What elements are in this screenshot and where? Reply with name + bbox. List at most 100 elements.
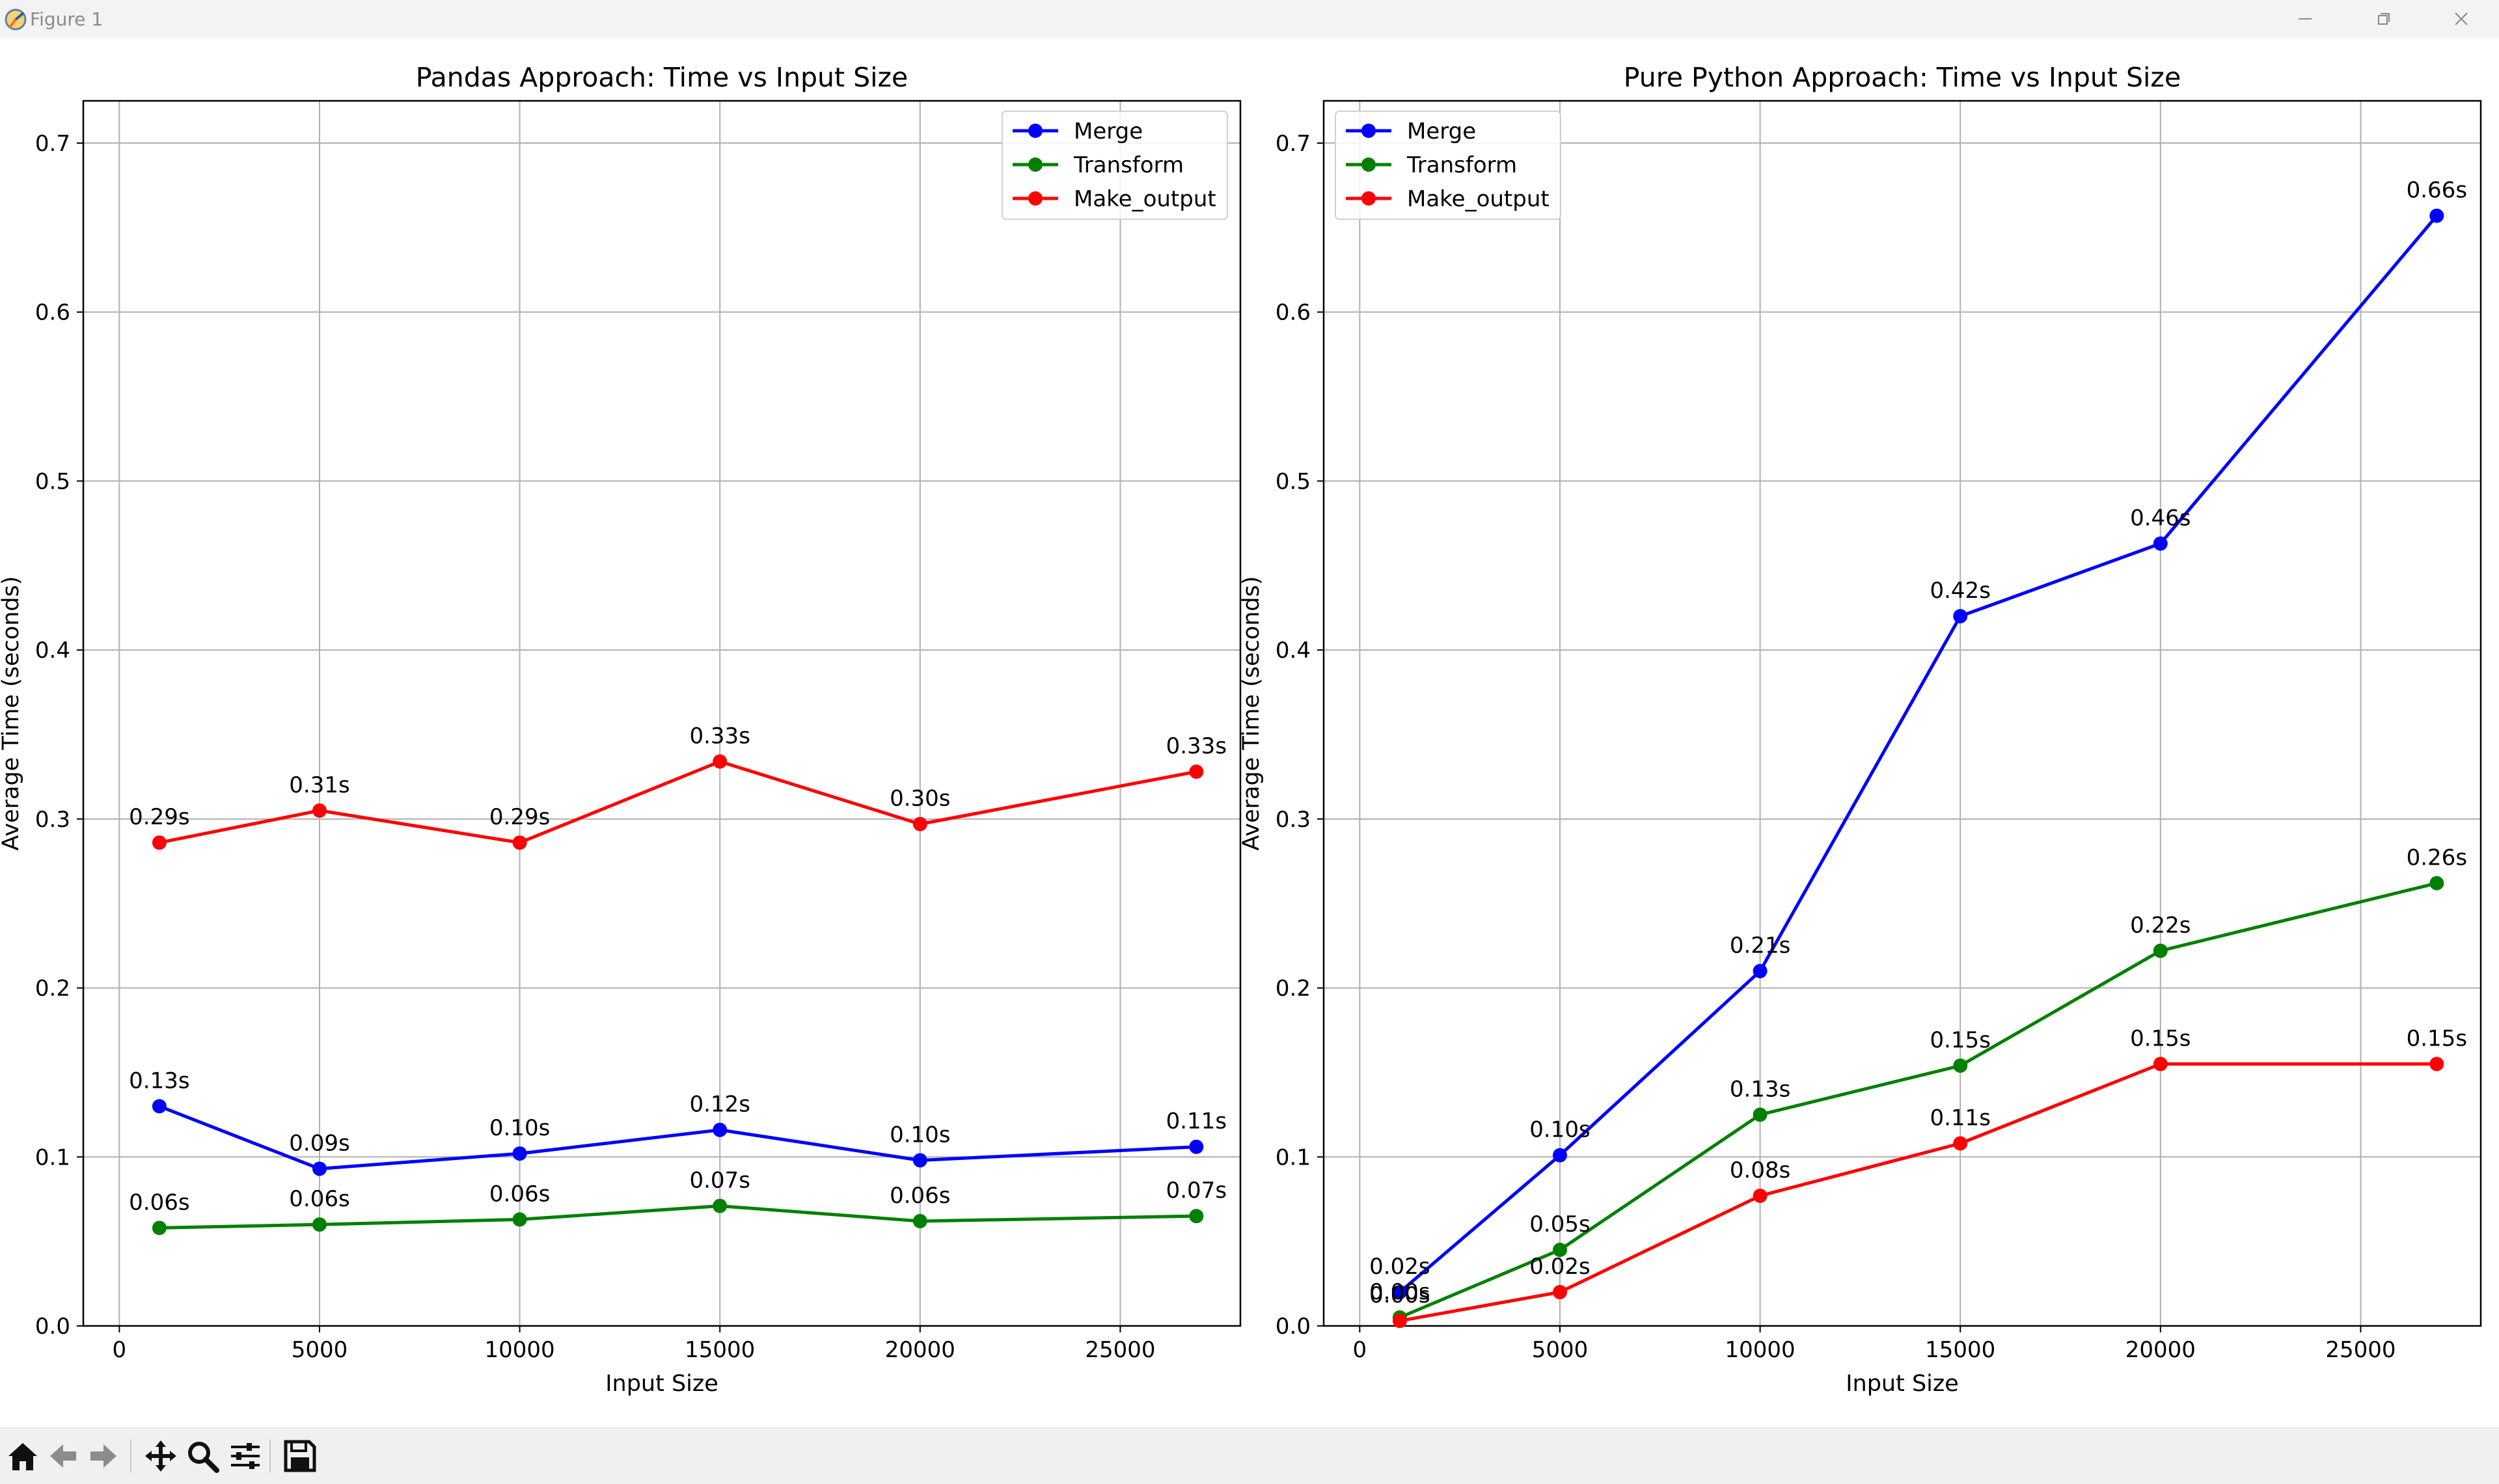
chart2-data-point-make-output (2429, 1057, 2444, 1072)
home-button[interactable] (3, 1436, 43, 1476)
chart1-data-label-merge: 0.11s (1166, 1109, 1227, 1135)
chart1-x-tick-label: 0 (113, 1337, 127, 1363)
chart1-data-point-transform (312, 1217, 327, 1232)
chart1-data-point-make-output (152, 835, 167, 850)
chart1-x-tick-label: 10000 (485, 1337, 555, 1363)
chart1-data-label-merge: 0.13s (129, 1068, 189, 1094)
chart2-data-point-make-output (1392, 1314, 1407, 1329)
chart1-data-label-make-output: 0.29s (489, 804, 550, 830)
navigation-toolbar (0, 1427, 2499, 1484)
chart1-data-point-merge (713, 1122, 728, 1137)
chart2-y-axis-label: Average Time (seconds) (1238, 576, 1264, 851)
chart2-legend-label-merge: Merge (1407, 118, 1476, 144)
chart1-y-tick-label: 0.1 (35, 1144, 70, 1170)
chart2-x-tick-label: 10000 (1725, 1337, 1796, 1363)
chart2-y-tick-label: 0.6 (1276, 300, 1311, 326)
close-button[interactable] (2422, 0, 2499, 38)
chart2-x-tick-label: 25000 (2325, 1337, 2396, 1363)
matplotlib-icon (5, 8, 27, 31)
chart1-axes-frame (82, 100, 1242, 1327)
chart2-data-point-merge (1753, 964, 1768, 978)
chart1-data-label-transform: 0.06s (489, 1181, 550, 1207)
zoom-button[interactable] (182, 1436, 223, 1476)
chart1-y-axis-label: Average Time (seconds) (0, 576, 24, 851)
chart1-data-label-transform: 0.07s (1166, 1178, 1227, 1204)
chart1-data-point-transform (1189, 1209, 1204, 1224)
figure-canvas (0, 38, 2499, 1427)
chart2-x-tick-label: 0 (1353, 1337, 1367, 1363)
chart2-y-tick-label: 0.5 (1276, 468, 1311, 494)
minimize-icon (2299, 18, 2312, 20)
chart1-data-label-transform: 0.07s (689, 1168, 750, 1194)
chart2-legend-box (1335, 111, 1561, 220)
chart1-data-point-merge (912, 1153, 927, 1168)
chart1-data-label-make-output: 0.29s (129, 804, 189, 830)
chart2-title: Pure Python Approach: Time vs Input Size (1624, 62, 2181, 93)
chart1-data-label-make-output: 0.31s (289, 772, 349, 798)
chart1-data-point-make-output (912, 816, 927, 831)
chart2-data-label-transform: 0.05s (1529, 1211, 1590, 1237)
chart1-data-point-transform (713, 1198, 728, 1213)
chart2-data-point-transform (2153, 943, 2168, 958)
chart1-legend-marker-make-output (1028, 191, 1043, 206)
chart1-x-tick-label: 25000 (1085, 1337, 1155, 1363)
pan-icon (145, 1440, 176, 1472)
chart1-data-point-merge (312, 1161, 327, 1176)
chart2-y-tick-label: 0.3 (1276, 807, 1311, 833)
chart1-y-tick-label: 0.4 (35, 638, 70, 664)
chart2-data-label-transform: 0.00s (1369, 1279, 1430, 1305)
chart2-data-label-make-output: 0.15s (2407, 1025, 2467, 1051)
chart2-x-tick-label: 15000 (1925, 1337, 1995, 1363)
chart1-legend-marker-transform (1028, 157, 1043, 172)
chart2-data-point-make-output (1953, 1136, 1968, 1151)
chart2-axes-frame (1322, 100, 2482, 1327)
chart1-y-tick-label: 0.7 (35, 131, 70, 157)
chart1-legend-label-transform: Transform (1073, 152, 1184, 178)
back-button[interactable] (43, 1436, 83, 1476)
chart1-data-point-make-output (312, 803, 327, 818)
window-titlebar: Figure 1 (0, 0, 2499, 38)
chart2-data-point-merge (2429, 208, 2444, 223)
forward-button[interactable] (83, 1436, 124, 1476)
chart2-data-label-transform: 0.15s (1930, 1027, 1990, 1053)
maximize-button[interactable] (2344, 0, 2422, 38)
chart-figure[interactable]: 0 5000 10000 15000 20000 25000 0.0 0.1 0.2 0.3 0.4… (0, 38, 2499, 1427)
window-title: Figure 1 (30, 8, 103, 30)
chart1-title: Pandas Approach: Time vs Input Size (416, 62, 908, 93)
chart2-data-label-transform: 0.13s (1730, 1076, 1790, 1102)
chart2-data-point-make-output (2153, 1057, 2168, 1072)
chart1-y-tick-label: 0.3 (35, 807, 70, 833)
chart1-data-label-merge: 0.09s (289, 1130, 349, 1156)
toolbar-separator (130, 1440, 131, 1472)
chart1-data-label-make-output: 0.33s (1166, 733, 1227, 759)
chart2-data-label-merge: 0.46s (2130, 505, 2191, 531)
chart2-legend-label-make-output: Make_output (1407, 186, 1550, 212)
chart1-legend-box (1002, 111, 1228, 220)
minimize-button[interactable] (2266, 0, 2344, 38)
chart1-data-label-make-output: 0.33s (689, 723, 750, 749)
chart2-data-point-merge (2153, 536, 2168, 551)
chart2-data-label-merge: 0.66s (2407, 178, 2467, 204)
chart2-data-label-merge: 0.10s (1529, 1117, 1590, 1143)
chart2-data-label-merge: 0.02s (1369, 1254, 1430, 1280)
chart1-data-point-transform (912, 1213, 927, 1228)
chart2-legend-marker-make-output (1361, 191, 1376, 206)
chart2-series-line-merge (1399, 215, 2438, 1293)
chart1-series-line-merge (158, 1105, 1197, 1170)
chart1-x-tick-label: 15000 (685, 1337, 755, 1363)
chart1-y-tick-label: 0.2 (35, 976, 70, 1002)
forward-arrow-icon (90, 1444, 116, 1468)
chart2-data-label-transform: 0.26s (2407, 845, 2467, 871)
chart1-data-point-merge (1189, 1139, 1204, 1154)
configure-subplots-button[interactable] (225, 1436, 266, 1476)
chart1-data-point-make-output (512, 835, 527, 850)
chart1-data-label-transform: 0.06s (129, 1189, 189, 1215)
chart1-legend-label-make-output: Make_output (1074, 186, 1216, 212)
chart1-series-line-transform (159, 1204, 1197, 1230)
pan-button[interactable] (141, 1436, 181, 1476)
chart1-data-point-transform (512, 1212, 527, 1227)
chart2-legend-marker-transform (1361, 157, 1376, 172)
chart1-data-point-merge (512, 1146, 527, 1161)
chart1-data-label-merge: 0.10s (489, 1115, 550, 1141)
save-button[interactable] (280, 1436, 320, 1476)
